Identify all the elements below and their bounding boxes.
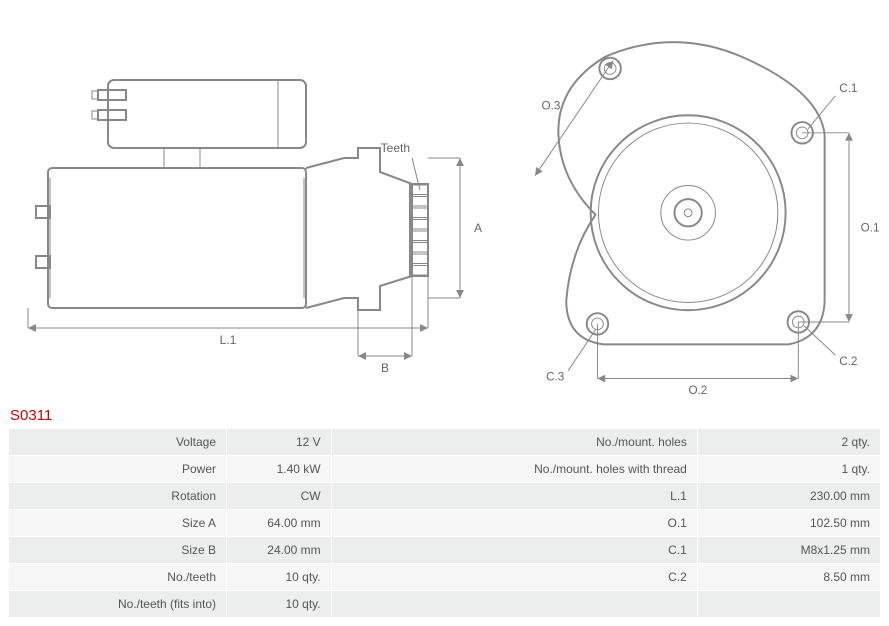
spec-label: No./mount. holes	[331, 429, 697, 456]
spec-value: 12 V	[227, 429, 332, 456]
spec-label: L.1	[331, 483, 697, 510]
spec-label: O.1	[331, 510, 697, 537]
spec-value: 1.40 kW	[227, 456, 332, 483]
spec-value: 102.50 mm	[697, 510, 880, 537]
svg-text:O.1: O.1	[861, 221, 880, 234]
svg-text:A: A	[474, 221, 482, 235]
spec-row: Power1.40 kWNo./mount. holes with thread…	[9, 456, 881, 483]
spec-label: Size B	[9, 537, 227, 564]
spec-value: 2 qty.	[697, 429, 880, 456]
spec-row: No./teeth10 qty.C.28.50 mm	[9, 564, 881, 591]
spec-value: 8.50 mm	[697, 564, 880, 591]
spec-label: Power	[9, 456, 227, 483]
spec-value: 1 qty.	[697, 456, 880, 483]
spec-label: No./teeth (fits into)	[9, 591, 227, 618]
spec-value: M8x1.25 mm	[697, 537, 880, 564]
spec-value: 64.00 mm	[227, 510, 332, 537]
spec-label: No./teeth	[9, 564, 227, 591]
spec-row: Size B24.00 mmC.1M8x1.25 mm	[9, 537, 881, 564]
spec-label: Size A	[9, 510, 227, 537]
side-view-panel: L.1 B A Teeth	[8, 8, 488, 401]
spec-row: RotationCWL.1230.00 mm	[9, 483, 881, 510]
spec-row: No./teeth (fits into)10 qty.	[9, 591, 881, 618]
spec-row: Voltage12 VNo./mount. holes2 qty.	[9, 429, 881, 456]
spec-value: 10 qty.	[227, 564, 332, 591]
side-view-diagram: L.1 B A Teeth	[8, 8, 488, 388]
spec-value: 10 qty.	[227, 591, 332, 618]
spec-label	[331, 591, 697, 618]
spec-label: Rotation	[9, 483, 227, 510]
spec-value	[697, 591, 880, 618]
spec-row: Size A64.00 mmO.1102.50 mm	[9, 510, 881, 537]
spec-value: CW	[227, 483, 332, 510]
svg-text:C.2: C.2	[839, 355, 857, 368]
spec-label: C.1	[331, 537, 697, 564]
spec-label: No./mount. holes with thread	[331, 456, 697, 483]
svg-text:Teeth: Teeth	[381, 141, 410, 155]
svg-text:B: B	[381, 361, 389, 375]
svg-text:O.2: O.2	[688, 384, 707, 397]
spec-value: 230.00 mm	[697, 483, 880, 510]
spec-value: 24.00 mm	[227, 537, 332, 564]
svg-text:C.3: C.3	[546, 370, 564, 383]
svg-text:O.3: O.3	[542, 99, 561, 112]
diagram-row: L.1 B A Teeth O.3 O.1 O.2 C.1 C.2 C.3	[8, 8, 881, 401]
front-view-diagram: O.3 O.1 O.2 C.1 C.2 C.3	[498, 8, 888, 398]
front-view-panel: O.3 O.1 O.2 C.1 C.2 C.3	[498, 8, 888, 401]
part-id: S0311	[10, 407, 881, 424]
spec-table: Voltage12 VNo./mount. holes2 qty.Power1.…	[8, 428, 881, 618]
spec-label: Voltage	[9, 429, 227, 456]
svg-text:L.1: L.1	[220, 333, 237, 347]
spec-label: C.2	[331, 564, 697, 591]
svg-text:C.1: C.1	[839, 82, 857, 95]
